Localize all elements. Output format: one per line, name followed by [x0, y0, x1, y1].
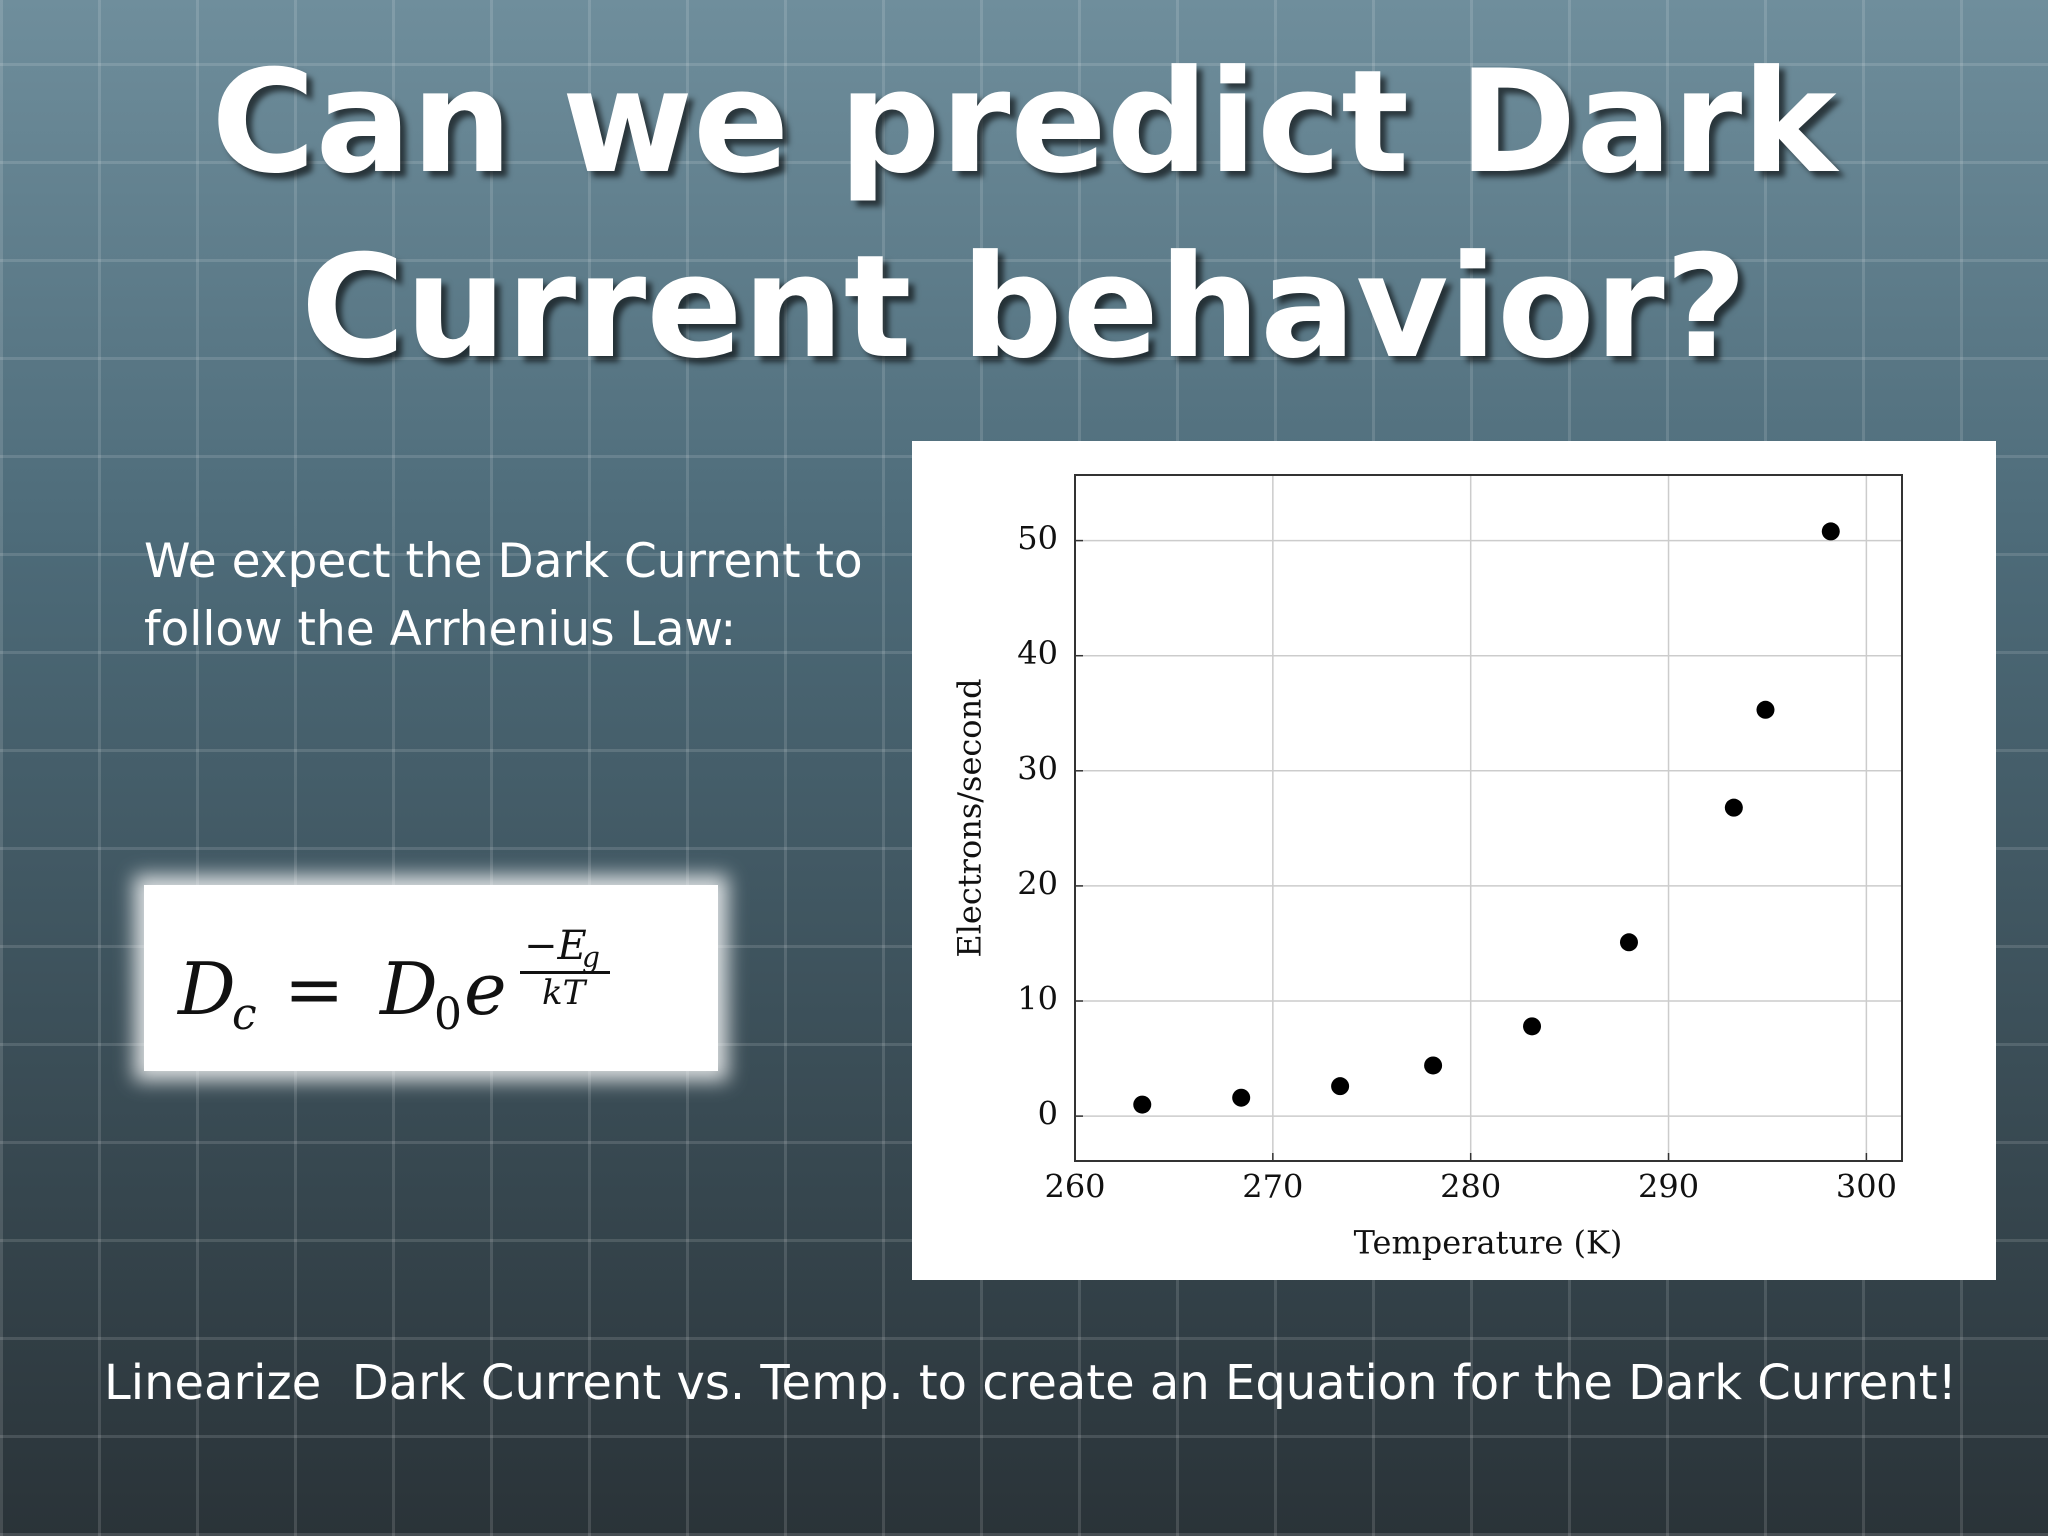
y-tick-label: 20: [1017, 864, 1058, 902]
formula-subscript: g: [582, 941, 600, 974]
formula-symbol: D: [178, 947, 236, 1031]
y-tick-label: 50: [1017, 519, 1058, 557]
y-tick-label: 0: [1038, 1095, 1058, 1133]
chart-background: [912, 441, 1996, 1280]
point: [1619, 933, 1638, 952]
y-tick-label: 40: [1017, 634, 1058, 672]
x-axis-label: Temperature (K): [1354, 1224, 1623, 1262]
point: [1523, 1017, 1542, 1036]
point: [1756, 700, 1775, 719]
body-text: We expect the Dark Current to follow the…: [144, 528, 863, 664]
formula-subscript: c: [232, 989, 257, 1040]
formula-symbol: D: [380, 947, 438, 1031]
point: [1133, 1095, 1152, 1114]
formula-symbol: e: [464, 947, 507, 1031]
y-tick-label: 10: [1017, 980, 1058, 1018]
footer-text: Linearize Dark Current vs. Temp. to crea…: [104, 1355, 1957, 1411]
x-tick-label: 300: [1836, 1168, 1897, 1206]
y-axis-label: Electrons/second: [951, 678, 989, 957]
formula: D c = D 0 e −E g kT: [144, 885, 718, 1071]
body-line: We expect the Dark Current to: [144, 534, 863, 589]
point: [1724, 798, 1743, 817]
formula-subscript: 0: [434, 989, 462, 1040]
point: [1232, 1088, 1251, 1107]
formula-numerator: −E: [524, 923, 587, 969]
fraction-bar: [520, 971, 610, 974]
formula-denominator: kT: [542, 973, 586, 1013]
chart: Temperature (K) Electrons/second 260 270 2…: [912, 441, 1996, 1280]
x-tick-label: 270: [1242, 1168, 1303, 1206]
plot-frame: [1074, 474, 1903, 1162]
point: [1424, 1056, 1443, 1075]
point: [1821, 522, 1840, 541]
y-tick-label: 30: [1017, 749, 1058, 787]
slide-title: Can we predict Dark Current behavior?: [211, 40, 1837, 390]
x-tick-label: 260: [1044, 1168, 1105, 1206]
x-tick-label: 290: [1638, 1168, 1699, 1206]
body-line: follow the Arrhenius Law:: [144, 602, 737, 657]
formula-equals: =: [284, 947, 345, 1031]
x-tick-label: 280: [1440, 1168, 1501, 1206]
point: [1331, 1077, 1350, 1096]
